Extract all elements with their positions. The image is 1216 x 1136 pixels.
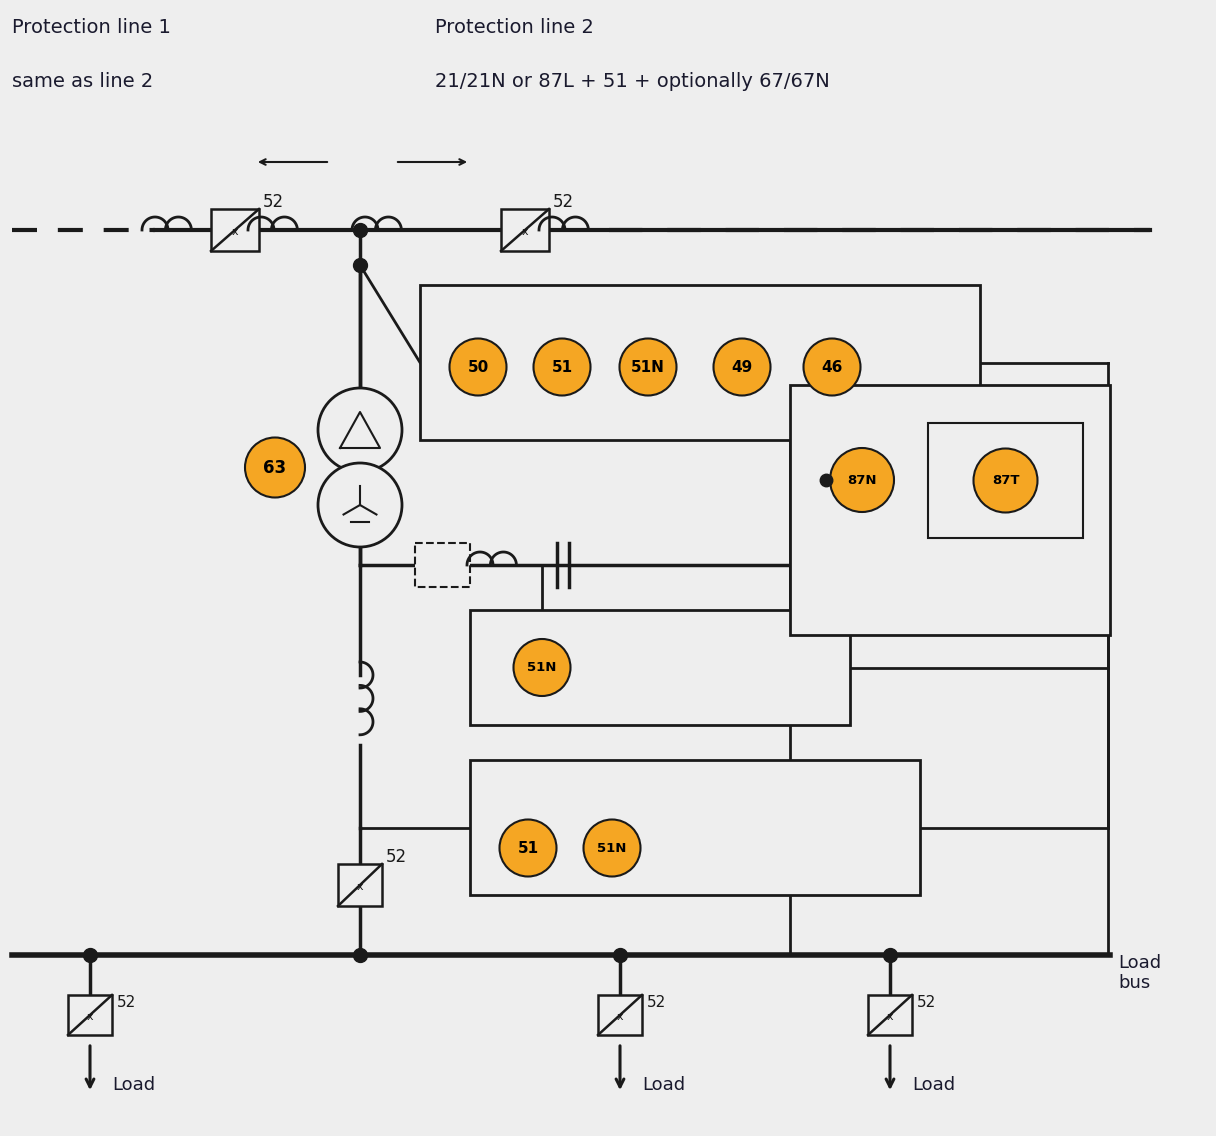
Text: Load: Load [642, 1076, 685, 1094]
Text: 52: 52 [385, 847, 407, 866]
Bar [790, 385, 1110, 635]
Bar [598, 995, 642, 1035]
Text: x: x [356, 882, 364, 892]
Text: x: x [86, 1012, 94, 1022]
Text: ϑ>: ϑ> [732, 307, 751, 319]
Text: 52: 52 [553, 193, 574, 211]
Text: Load: Load [112, 1076, 156, 1094]
Text: I>>: I>> [516, 782, 541, 794]
Circle shape [319, 463, 402, 548]
Circle shape [974, 449, 1037, 512]
Circle shape [804, 339, 861, 395]
Text: same as line 2: same as line 2 [12, 72, 153, 91]
Text: 51N: 51N [528, 661, 557, 674]
Text: 52: 52 [917, 995, 936, 1010]
Text: Protection line 2: Protection line 2 [435, 18, 593, 37]
Text: 52: 52 [263, 193, 285, 211]
Text: 51N: 51N [597, 842, 626, 854]
Text: 87T: 87T [992, 474, 1019, 487]
Text: 7SJ60: 7SJ60 [625, 630, 677, 649]
Bar [68, 995, 112, 1035]
Text: 52: 52 [117, 995, 136, 1010]
Text: x: x [522, 227, 528, 237]
Text: IE >, t: IE >, t [627, 307, 669, 319]
Text: or 7SJ80: or 7SJ80 [700, 840, 778, 857]
Text: 7SJ60: 7SJ60 [700, 791, 753, 809]
Circle shape [584, 819, 641, 877]
Bar [471, 760, 921, 895]
Bar [928, 423, 1083, 538]
Bar [415, 543, 471, 587]
Text: I>>: I>> [465, 307, 491, 319]
Text: 21/21N or 87L + 51 + optionally 67/67N: 21/21N or 87L + 51 + optionally 67/67N [435, 72, 829, 91]
Text: Protection line 1: Protection line 1 [12, 18, 171, 37]
Text: Load
bus: Load bus [1118, 953, 1161, 993]
Text: 7UT613: 7UT613 [918, 560, 1002, 579]
Text: 51N: 51N [631, 359, 665, 375]
Text: 51: 51 [518, 841, 539, 855]
Circle shape [244, 437, 305, 498]
Text: 51: 51 [551, 359, 573, 375]
Text: x: x [232, 227, 238, 237]
Circle shape [534, 339, 591, 395]
Circle shape [319, 389, 402, 471]
Text: 87N: 87N [848, 474, 877, 486]
Circle shape [450, 339, 507, 395]
Text: or 7SJ80: or 7SJ80 [625, 676, 703, 694]
Text: x: x [886, 1012, 894, 1022]
Text: 46: 46 [821, 359, 843, 375]
Bar [420, 285, 980, 440]
Text: Load: Load [912, 1076, 955, 1094]
Circle shape [500, 819, 557, 877]
Text: 63: 63 [264, 459, 287, 476]
Circle shape [831, 448, 894, 512]
Bar [212, 209, 259, 251]
Circle shape [513, 640, 570, 696]
Bar [338, 864, 382, 907]
Text: x: x [617, 1012, 624, 1022]
Bar [501, 209, 548, 251]
Text: 7SJ60, 7SJ61 or 7SJ80: 7SJ60, 7SJ61 or 7SJ80 [599, 406, 801, 424]
Circle shape [714, 339, 771, 395]
Bar [868, 995, 912, 1035]
Text: 50: 50 [467, 359, 489, 375]
Text: I>, t: I>, t [547, 307, 576, 319]
Text: 52: 52 [647, 995, 666, 1010]
Circle shape [619, 339, 676, 395]
Text: IE >: IE > [598, 782, 626, 794]
Bar [471, 610, 850, 725]
Text: I2 >: I2 > [818, 307, 846, 319]
Text: 49: 49 [731, 359, 753, 375]
